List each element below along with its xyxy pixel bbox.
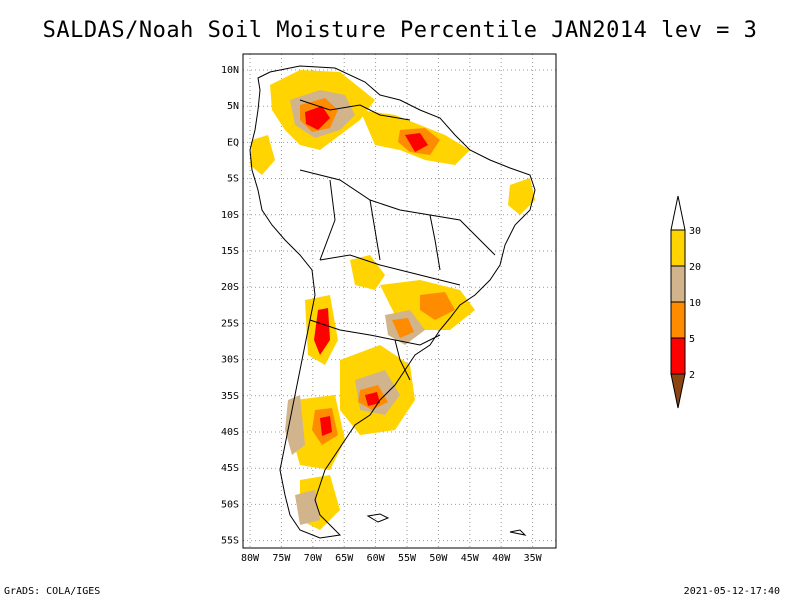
patch-tan-patagonia bbox=[285, 395, 305, 455]
patch-red-pampas bbox=[365, 392, 380, 406]
lat-label: 25S bbox=[221, 318, 239, 329]
lon-label: 55W bbox=[398, 553, 417, 564]
legend-swatch bbox=[670, 301, 686, 339]
legend-label: 10 bbox=[689, 298, 701, 309]
border-1 bbox=[299, 169, 496, 256]
patch-red-guiana bbox=[405, 133, 428, 152]
patch-red-patagonia bbox=[320, 416, 332, 436]
lat-label: 10S bbox=[221, 210, 239, 221]
lon-label: 60W bbox=[367, 553, 386, 564]
map-title: SALDAS/Noah Soil Moisture Percentile JAN… bbox=[42, 18, 758, 43]
patch-red-north bbox=[305, 106, 330, 130]
lat-label: 5N bbox=[227, 101, 239, 112]
lon-label: 35W bbox=[524, 553, 543, 564]
legend-swatch bbox=[670, 229, 686, 267]
border-6 bbox=[429, 214, 441, 271]
lat-label: 30S bbox=[221, 355, 239, 366]
continent-outline bbox=[249, 65, 536, 539]
border-7 bbox=[394, 339, 411, 381]
lat-label: 15S bbox=[221, 246, 239, 257]
latitude-labels: 10N 5N EQ 5S 10S 15S 20S 25S 30S 35S 40S 45S 50S 55S bbox=[221, 65, 239, 547]
coastline bbox=[249, 65, 536, 539]
lon-label: 40W bbox=[492, 553, 511, 564]
patch-yellow-ne bbox=[508, 178, 535, 215]
border-2 bbox=[319, 254, 461, 286]
falkland bbox=[366, 513, 390, 523]
border-3 bbox=[309, 319, 441, 346]
legend-arrow-top bbox=[670, 195, 686, 231]
patch-red-andes bbox=[314, 308, 330, 355]
colorbar-legend: 30 20 10 5 2 bbox=[670, 195, 701, 409]
border-8 bbox=[319, 179, 336, 261]
legend-label: 5 bbox=[689, 334, 695, 345]
lon-label: 45W bbox=[461, 553, 480, 564]
patch-tan-south bbox=[295, 490, 320, 525]
lat-label: 55S bbox=[221, 536, 239, 547]
border-5 bbox=[369, 199, 381, 261]
lon-label: 80W bbox=[241, 553, 260, 564]
lon-label: 75W bbox=[272, 553, 291, 564]
south-georgia bbox=[509, 529, 527, 536]
lat-label: 10N bbox=[221, 65, 239, 76]
footer-timestamp: 2021-05-12-17:40 bbox=[683, 586, 780, 597]
longitude-labels: 80W 75W 70W 65W 60W 55W 50W 45W 40W 35W bbox=[241, 553, 543, 564]
lat-label: 45S bbox=[221, 463, 239, 474]
legend-swatch bbox=[670, 265, 686, 303]
legend-label: 20 bbox=[689, 262, 701, 273]
patch-yellow-central bbox=[350, 255, 385, 290]
lat-label: 40S bbox=[221, 427, 239, 438]
legend-label: 30 bbox=[689, 226, 701, 237]
legend-swatch bbox=[670, 337, 686, 375]
lat-label: 50S bbox=[221, 499, 239, 510]
footer-credit: GrADS: COLA/IGES bbox=[4, 586, 101, 597]
lon-label: 70W bbox=[304, 553, 323, 564]
patch-orange-se2 bbox=[420, 292, 455, 320]
border-4 bbox=[299, 99, 411, 121]
legend-arrow-bottom bbox=[670, 373, 686, 409]
lat-label: EQ bbox=[227, 137, 239, 148]
lat-label: 5S bbox=[227, 174, 239, 185]
lon-label: 65W bbox=[335, 553, 354, 564]
patch-orange-se bbox=[392, 318, 414, 338]
map-frame-border bbox=[242, 53, 557, 549]
legend-label: 2 bbox=[689, 370, 695, 381]
lon-label: 50W bbox=[429, 553, 448, 564]
percentile-shading bbox=[250, 70, 535, 530]
lat-label: 20S bbox=[221, 282, 239, 293]
lat-label: 35S bbox=[221, 391, 239, 402]
patch-yellow-ecuador bbox=[250, 135, 275, 175]
